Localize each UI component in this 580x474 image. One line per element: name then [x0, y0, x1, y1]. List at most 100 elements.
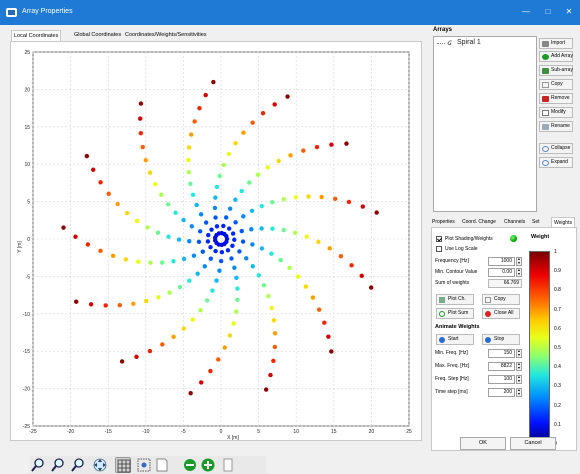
array-element-point[interactable] — [209, 227, 214, 232]
array-element-point[interactable] — [244, 256, 249, 261]
array-element-point[interactable] — [190, 192, 196, 197]
min-contour-spinner[interactable]: ▲ ▼ — [516, 268, 522, 277]
array-element-point[interactable] — [187, 278, 192, 283]
array-element-point[interactable] — [124, 210, 130, 216]
freq-step-spinner[interactable]: ▲ ▼ — [516, 375, 522, 384]
array-element-point[interactable] — [117, 303, 122, 308]
tab-global-coordinates[interactable]: Global Coordinates — [74, 32, 122, 38]
array-element-point[interactable] — [359, 273, 364, 279]
array-element-point[interactable] — [134, 354, 139, 360]
array-element-point[interactable] — [285, 94, 290, 99]
array-element-point[interactable] — [88, 302, 94, 307]
min-freq-input[interactable]: 150 — [488, 349, 515, 358]
tab-channels[interactable]: Channels — [504, 219, 526, 225]
array-element-point[interactable] — [234, 275, 239, 281]
sub-array-button[interactable]: Sub-array — [539, 65, 573, 76]
array-element-point[interactable] — [200, 249, 205, 254]
array-element-point[interactable] — [269, 305, 274, 311]
array-element-point[interactable] — [143, 158, 149, 163]
array-element-point[interactable] — [230, 231, 236, 236]
array-element-point[interactable] — [196, 239, 202, 245]
array-element-point[interactable] — [319, 194, 324, 200]
array-element-point[interactable] — [214, 224, 220, 229]
array-element-point[interactable] — [306, 194, 311, 199]
select-icon[interactable] — [136, 457, 152, 473]
array-element-point[interactable] — [91, 167, 96, 172]
array-element-point[interactable] — [293, 230, 298, 235]
array-element-point[interactable] — [216, 357, 221, 362]
array-element-point[interactable] — [160, 260, 165, 265]
array-element-point[interactable] — [115, 201, 120, 207]
array-element-point[interactable] — [327, 246, 332, 251]
page-icon[interactable] — [220, 457, 236, 473]
frequency-spinner[interactable]: ▲ ▼ — [516, 257, 522, 266]
tab-properties[interactable]: Properties — [432, 219, 455, 225]
array-element-point[interactable] — [237, 249, 242, 254]
collapse-button[interactable]: Collapse — [539, 143, 573, 154]
close-all-button[interactable]: Close All — [482, 308, 520, 319]
array-element-point[interactable] — [165, 202, 171, 207]
min-contour-input[interactable]: 0.00 — [488, 268, 515, 277]
array-element-point[interactable] — [213, 195, 218, 200]
array-element-point[interactable] — [138, 101, 144, 106]
array-element-point[interactable] — [190, 317, 195, 322]
array-element-point[interactable] — [153, 181, 158, 187]
array-element-point[interactable] — [239, 228, 244, 234]
array-element-point[interactable] — [173, 210, 178, 215]
array-element-point[interactable] — [233, 220, 238, 225]
array-element-point[interactable] — [235, 297, 240, 303]
array-element-point[interactable] — [322, 320, 327, 325]
array-element-point[interactable] — [225, 248, 231, 253]
array-element-point[interactable] — [261, 283, 267, 288]
array-element-point[interactable] — [268, 372, 273, 378]
freq-step-input[interactable]: 100 — [488, 375, 515, 384]
array-element-point[interactable] — [295, 274, 301, 279]
array-element-point[interactable] — [281, 196, 286, 202]
array-element-point[interactable] — [231, 321, 236, 326]
array-element-point[interactable] — [211, 79, 216, 85]
array-element-point[interactable] — [278, 257, 283, 263]
array-element-point[interactable] — [212, 205, 218, 211]
array-element-point[interactable] — [198, 308, 203, 313]
array-element-point[interactable] — [326, 334, 331, 339]
array-element-point[interactable] — [176, 237, 182, 242]
array-element-point[interactable] — [270, 226, 275, 231]
array-element-point[interactable] — [189, 132, 194, 137]
array-element-point[interactable] — [329, 142, 334, 147]
array-element-point[interactable] — [145, 225, 150, 230]
array-element-point[interactable] — [303, 284, 309, 289]
array-element-point[interactable] — [263, 387, 269, 392]
array-element-point[interactable] — [249, 227, 254, 232]
array-element-point[interactable] — [260, 111, 266, 116]
array-element-point[interactable] — [338, 254, 344, 259]
array-element-point[interactable] — [250, 120, 255, 125]
array-element-point[interactable] — [214, 184, 220, 190]
max-freq-input[interactable]: 8822 — [488, 362, 515, 371]
array-element-point[interactable] — [138, 130, 144, 136]
zoom-in-icon[interactable] — [30, 457, 46, 473]
array-element-point[interactable] — [344, 141, 349, 146]
arrays-tree[interactable]: Spiral 1 — [433, 36, 537, 212]
array-element-point[interactable] — [218, 258, 224, 264]
tab-set[interactable]: Set — [532, 219, 540, 225]
array-element-point[interactable] — [194, 202, 199, 208]
array-element-point[interactable] — [233, 309, 239, 314]
array-element-point[interactable] — [171, 259, 176, 264]
array-element-point[interactable] — [138, 116, 143, 121]
use-log-scale-checkbox[interactable] — [436, 246, 442, 252]
array-element-point[interactable] — [217, 268, 222, 273]
array-element-point[interactable] — [123, 257, 128, 262]
minimize-icon[interactable]: — — [522, 7, 530, 16]
array-element-point[interactable] — [224, 239, 229, 244]
array-element-point[interactable] — [189, 224, 195, 229]
array-element-point[interactable] — [256, 273, 261, 278]
array-element-point[interactable] — [314, 144, 320, 150]
array-element-point[interactable] — [213, 215, 218, 220]
array-element-point[interactable] — [241, 130, 246, 135]
expand-button[interactable]: Expand — [539, 157, 573, 168]
array-element-point[interactable] — [186, 170, 192, 175]
array-element-point[interactable] — [186, 157, 191, 163]
array-element-point[interactable] — [272, 344, 278, 350]
array-element-point[interactable] — [346, 199, 352, 205]
array-element-point[interactable] — [222, 345, 227, 350]
